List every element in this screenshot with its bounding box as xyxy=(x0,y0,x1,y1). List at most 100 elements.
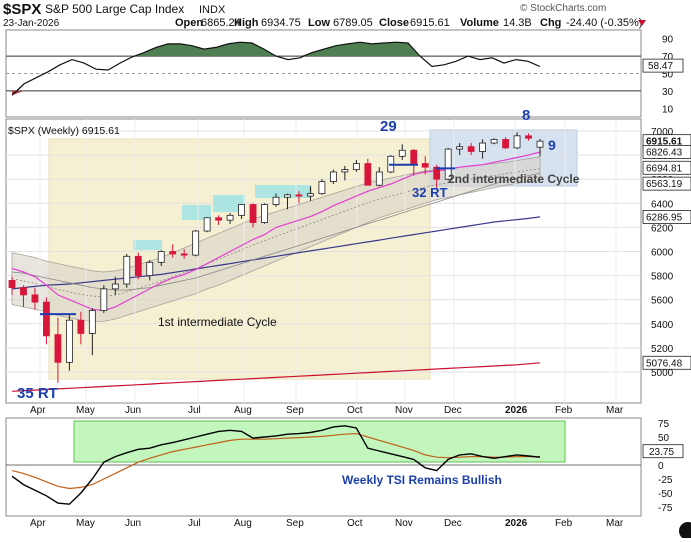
candle-body xyxy=(272,196,280,205)
candle-body xyxy=(525,135,532,139)
price-tick-label: 5200 xyxy=(651,344,674,355)
long-term-line xyxy=(11,362,541,392)
highlight-zone xyxy=(213,195,245,212)
rsi-value-tag-box xyxy=(642,58,684,73)
chg-label: Chg xyxy=(540,17,561,29)
month-tick-label: Aug xyxy=(234,518,252,529)
rsi-tick-label: 70 xyxy=(662,52,674,63)
candle-body xyxy=(215,217,223,221)
price-panel: 7000680066006400620060005800560054005200… xyxy=(8,127,691,392)
rsi-panel: 90 70 50 30 10 58.47 xyxy=(6,35,684,115)
month-tick-label: Jun xyxy=(125,518,141,529)
sma-mid-line xyxy=(11,172,541,291)
candle-body xyxy=(467,146,475,152)
tsi-value-tag-box xyxy=(642,444,684,459)
exchange-label: INDX xyxy=(199,4,226,16)
price-tick-label: 7000 xyxy=(651,127,674,138)
candle-body xyxy=(421,163,429,168)
price-tick-label: 5000 xyxy=(651,368,674,379)
month-tick-label: Mar xyxy=(606,518,624,529)
month-tick-label: Oct xyxy=(347,518,363,529)
sma-200-line xyxy=(11,216,541,290)
tsi-tick-label: -25 xyxy=(658,475,673,486)
candle-body xyxy=(100,288,108,311)
candle-body xyxy=(479,142,487,152)
candle-body xyxy=(398,149,406,157)
month-tick-label: 2026 xyxy=(505,405,528,416)
stockcharts-watermark: © StockCharts.com xyxy=(520,3,606,14)
price-value-tag-box xyxy=(642,176,691,191)
month-tick-label: Feb xyxy=(555,405,573,416)
tsi-tick-label: -50 xyxy=(658,489,673,500)
candle-body xyxy=(134,255,142,277)
open-value: 6865.24 xyxy=(201,17,241,29)
annotation-29: 29 xyxy=(380,118,397,135)
candle-body xyxy=(444,148,452,180)
candle-body xyxy=(249,204,257,223)
month-tick-label: Sep xyxy=(286,405,304,416)
low-label: Low xyxy=(308,17,330,29)
month-tick-label: Sep xyxy=(286,518,304,529)
price-value-tag: 6563.19 xyxy=(646,179,683,190)
candle-body xyxy=(31,294,39,303)
month-tick-label: Apr xyxy=(30,405,46,416)
candle-body xyxy=(8,280,16,289)
price-panel-frame xyxy=(5,118,642,404)
annotation-9: 9 xyxy=(548,137,556,153)
annotation-32rt: 32 RT xyxy=(412,185,447,200)
candle-body xyxy=(410,149,418,164)
candle-body xyxy=(20,287,27,296)
candle-body xyxy=(77,319,85,334)
candle-body xyxy=(43,301,50,337)
candle-body xyxy=(352,163,360,170)
symbol-title: $SPX xyxy=(3,1,41,18)
price-value-tag: 6826.43 xyxy=(646,147,683,158)
highlight-zone xyxy=(182,205,211,220)
month-tick-label: Aug xyxy=(234,405,252,416)
candle-body xyxy=(123,255,131,285)
price-value-tag-box xyxy=(642,355,691,370)
highlight-zone xyxy=(133,240,162,250)
axis-labels: Apr Apr May May Jun Jun Jul Jul Aug Aug Sep Sep Oct O… xyxy=(30,405,624,529)
rsi-line xyxy=(11,41,541,96)
volume-label: Volume xyxy=(460,17,499,29)
cycle1-label: 1st intermediate Cycle xyxy=(158,315,277,329)
month-tick-label: Jul xyxy=(188,405,201,416)
highlight-zone xyxy=(255,185,312,198)
candle-body xyxy=(88,310,96,334)
rsi-tick-label: 30 xyxy=(662,87,674,98)
high-value: 6934.75 xyxy=(261,17,301,29)
tsi-tick-label: -75 xyxy=(658,503,673,514)
chart-date: 23-Jan-2026 xyxy=(3,18,60,29)
price-tick-label: 5800 xyxy=(651,272,674,283)
tsi-tick-label: 0 xyxy=(658,461,664,472)
close-label: Close xyxy=(379,17,409,29)
month-tick-label: May xyxy=(76,518,95,529)
price-tick-label: 6000 xyxy=(651,248,674,259)
tsi-bullish-zone xyxy=(73,420,566,463)
candle-body xyxy=(238,204,245,216)
price-legend: $SPX (Weekly) 6915.61 xyxy=(8,125,120,137)
candle-body xyxy=(146,261,154,277)
high-label: High xyxy=(234,17,259,29)
candle-body xyxy=(295,194,303,197)
candle-body xyxy=(111,283,119,290)
rsi-tick-label: 10 xyxy=(662,104,674,115)
annotation-8: 8 xyxy=(522,107,530,124)
candle-body xyxy=(490,139,498,144)
volume-value: 14.3B xyxy=(503,17,532,29)
candle-body xyxy=(65,319,73,363)
close-value: 6915.61 xyxy=(410,17,450,29)
month-tick-label: Jun xyxy=(125,405,141,416)
price-tick-label: 6200 xyxy=(651,223,674,234)
candle-body xyxy=(502,139,509,149)
month-tick-label: Nov xyxy=(395,518,413,529)
tsi-line xyxy=(11,425,541,505)
chg-value: -24.40 (-0.35%) xyxy=(566,17,642,29)
price-value-tag: 5076.48 xyxy=(646,358,683,369)
candle-body xyxy=(456,146,464,150)
rsi-value-tag: 58.47 xyxy=(648,61,673,72)
corner-circle-icon xyxy=(679,522,691,540)
